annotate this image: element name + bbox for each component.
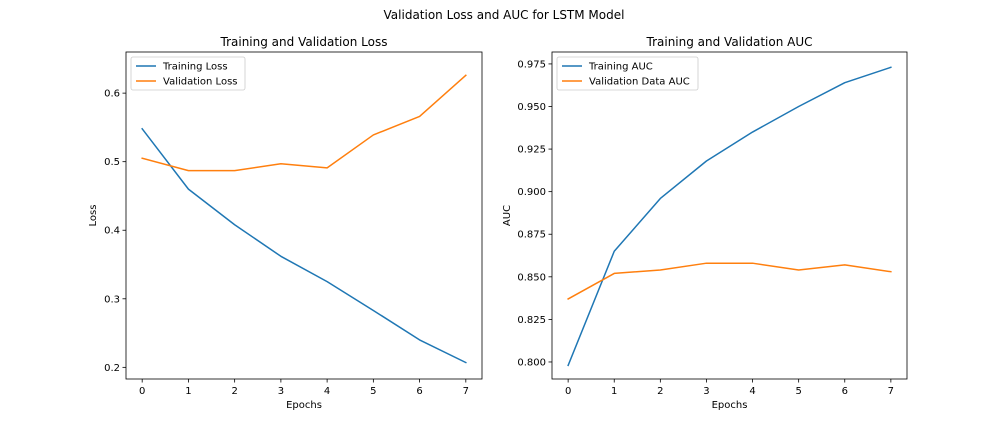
series-line-validation: [141, 74, 467, 172]
x-tick-label: 1: [611, 386, 617, 397]
y-axis-label: AUC: [502, 205, 513, 226]
series-line-validation: [567, 262, 892, 300]
x-tick-label: 3: [703, 386, 709, 397]
x-tick-label: 1: [185, 386, 191, 397]
legend-box: [130, 56, 246, 91]
x-tick-label: 7: [463, 386, 469, 397]
y-axis-label: Loss: [88, 205, 99, 227]
y-tick-label: 0.925: [517, 145, 546, 156]
legend-label: Training Loss: [162, 62, 228, 73]
x-tick-label: 5: [795, 386, 801, 397]
x-axis-label: Epochs: [286, 400, 322, 411]
y-tick-label: 0.900: [517, 187, 546, 198]
x-tick-label: 3: [278, 386, 284, 397]
x-tick-label: 6: [842, 386, 848, 397]
x-tick-label: 5: [370, 386, 376, 397]
x-tick-label: 7: [888, 386, 894, 397]
legend-label: Validation Loss: [163, 77, 238, 88]
y-tick-label: 0.4: [104, 226, 120, 237]
series-line-training: [141, 127, 467, 364]
auc-panel: Training and Validation AUC 0 1 2 3 4 5 6 7 0.800…: [502, 35, 908, 411]
y-tick-label: 0.800: [517, 357, 546, 368]
series-line-training: [567, 66, 892, 367]
x-tick-label: 0: [565, 386, 571, 397]
legend-box: [556, 56, 699, 91]
x-tick-label: 4: [324, 386, 330, 397]
axes-frame: [125, 51, 483, 380]
x-axis-label: Epochs: [712, 400, 748, 411]
legend-label: Validation Data AUC: [589, 77, 690, 88]
y-tick-label: 0.825: [517, 315, 546, 326]
x-tick-label: 6: [416, 386, 422, 397]
x-tick-label: 4: [749, 386, 755, 397]
loss-panel: Training and Validation Loss 0 1 2 3 4 5 6 7 0.2 0…: [88, 35, 483, 411]
y-tick-label: 0.2: [104, 363, 120, 374]
y-tick-label: 0.3: [104, 294, 120, 305]
chart-title: Training and Validation Loss: [220, 35, 388, 49]
x-tick-label: 0: [139, 386, 145, 397]
chart-title: Training and Validation AUC: [646, 35, 813, 49]
x-tick-label: 2: [231, 386, 237, 397]
y-tick-label: 0.875: [517, 230, 546, 241]
legend-label: Training AUC: [588, 62, 653, 73]
axes-frame: [551, 51, 908, 380]
y-tick-label: 0.5: [104, 157, 120, 168]
y-tick-label: 0.975: [517, 59, 546, 70]
x-tick-label: 2: [657, 386, 663, 397]
y-tick-label: 0.6: [104, 89, 120, 100]
y-tick-label: 0.850: [517, 272, 546, 283]
figure-suptitle: Validation Loss and AUC for LSTM Model: [384, 8, 625, 22]
y-tick-label: 0.950: [517, 102, 546, 113]
